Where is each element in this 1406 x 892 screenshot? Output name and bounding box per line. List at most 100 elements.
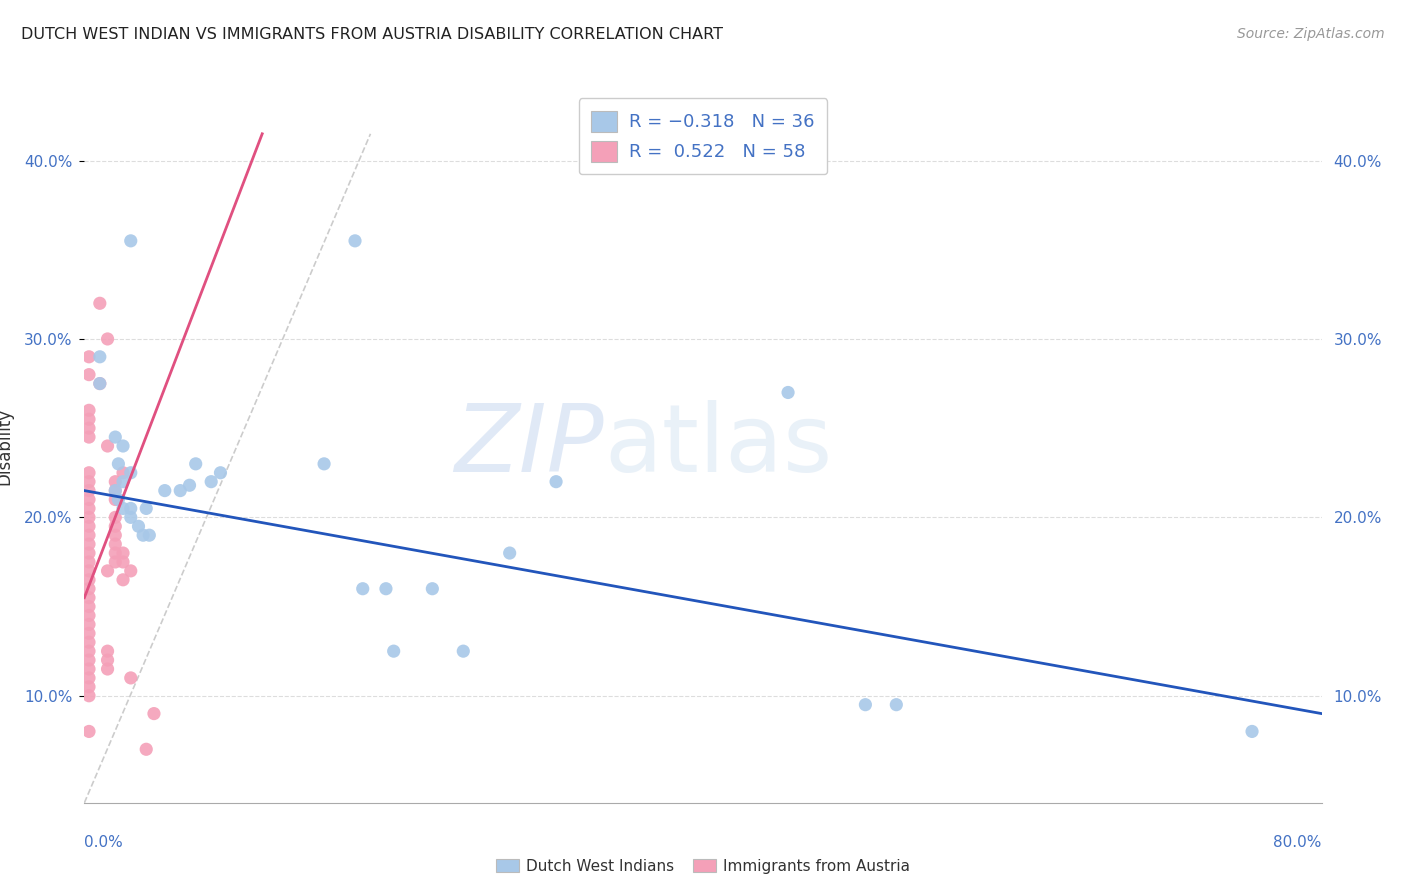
Legend: R = −0.318   N = 36, R =  0.522   N = 58: R = −0.318 N = 36, R = 0.522 N = 58 (579, 98, 827, 174)
Point (120, 564, 142, 578)
Point (112, 439, 135, 453)
Point (453, 644, 475, 658)
Point (112, 501, 135, 516)
Point (77, 368, 100, 382)
Point (89, 376, 111, 391)
Point (104, 430, 127, 444)
Point (77, 466, 100, 480)
Point (200, 475, 222, 489)
Point (104, 483, 127, 498)
Point (97, 653, 120, 667)
Text: atlas: atlas (605, 400, 832, 492)
Point (886, 698, 908, 712)
Point (107, 492, 129, 507)
Point (120, 671, 142, 685)
Point (344, 234, 367, 248)
Point (104, 483, 127, 498)
Point (77, 350, 100, 364)
Point (138, 528, 160, 542)
Point (104, 475, 127, 489)
Point (120, 510, 142, 524)
Point (97, 662, 120, 676)
Text: Source: ZipAtlas.com: Source: ZipAtlas.com (1237, 27, 1385, 41)
Point (104, 528, 127, 542)
Point (77, 582, 100, 596)
Text: 0.0%: 0.0% (84, 836, 124, 850)
Point (135, 501, 157, 516)
Point (77, 555, 100, 569)
Point (314, 457, 336, 471)
Point (77, 510, 100, 524)
Point (77, 644, 100, 658)
Point (143, 706, 166, 721)
Point (179, 478, 201, 492)
Point (77, 671, 100, 685)
Point (77, 662, 100, 676)
Point (422, 582, 444, 596)
Point (77, 617, 100, 632)
Point (77, 591, 100, 605)
Text: 80.0%: 80.0% (1274, 836, 1322, 850)
Point (77, 599, 100, 614)
Point (89, 376, 111, 391)
Point (546, 475, 568, 489)
Point (77, 519, 100, 533)
Point (107, 457, 129, 471)
Point (104, 519, 127, 533)
Point (112, 475, 135, 489)
Point (77, 546, 100, 560)
Point (375, 582, 398, 596)
Point (132, 528, 155, 542)
Point (77, 483, 100, 498)
Point (77, 564, 100, 578)
Point (184, 457, 207, 471)
Y-axis label: Disability: Disability (0, 408, 13, 484)
Point (89, 350, 111, 364)
Point (77, 430, 100, 444)
Point (97, 332, 120, 346)
Point (97, 644, 120, 658)
Point (104, 537, 127, 551)
Point (112, 555, 135, 569)
Legend: Dutch West Indians, Immigrants from Austria: Dutch West Indians, Immigrants from Aust… (489, 853, 917, 880)
Text: DUTCH WEST INDIAN VS IMMIGRANTS FROM AUSTRIA DISABILITY CORRELATION CHART: DUTCH WEST INDIAN VS IMMIGRANTS FROM AUS… (21, 27, 723, 42)
Point (77, 421, 100, 435)
Point (112, 466, 135, 480)
Point (97, 564, 120, 578)
Point (120, 466, 142, 480)
Point (352, 582, 374, 596)
Point (97, 439, 120, 453)
Point (382, 644, 405, 658)
Point (77, 724, 100, 739)
Point (128, 519, 150, 533)
Text: ZIP: ZIP (454, 401, 605, 491)
Point (778, 385, 800, 400)
Point (77, 635, 100, 649)
Point (112, 546, 135, 560)
Point (77, 537, 100, 551)
Point (104, 546, 127, 560)
Point (104, 555, 127, 569)
Point (77, 689, 100, 703)
Point (112, 573, 135, 587)
Point (104, 510, 127, 524)
Point (499, 546, 522, 560)
Point (77, 653, 100, 667)
Point (77, 501, 100, 516)
Point (120, 234, 142, 248)
Point (135, 742, 157, 756)
Point (1241, 724, 1264, 739)
Point (104, 492, 127, 507)
Point (77, 528, 100, 542)
Point (77, 626, 100, 640)
Point (77, 573, 100, 587)
Point (77, 403, 100, 417)
Point (209, 466, 232, 480)
Point (89, 296, 111, 310)
Point (77, 608, 100, 623)
Point (77, 412, 100, 426)
Point (169, 483, 191, 498)
Point (855, 698, 877, 712)
Point (77, 680, 100, 694)
Point (77, 475, 100, 489)
